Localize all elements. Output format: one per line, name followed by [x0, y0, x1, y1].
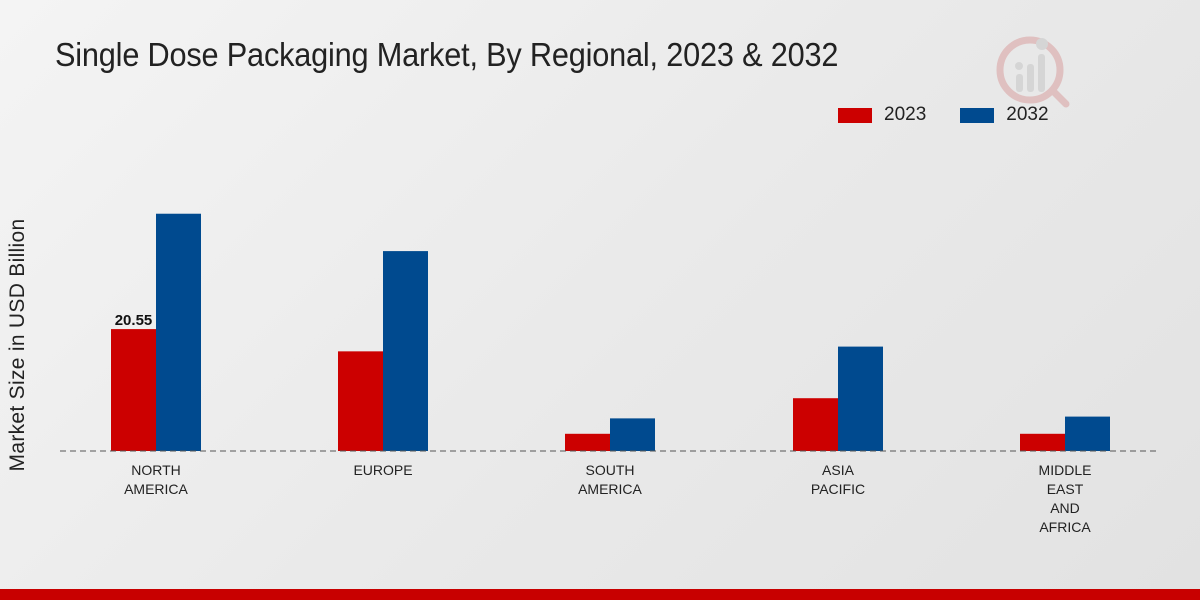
bar-2023-3 [565, 433, 610, 451]
legend-label-2032: 2032 [1006, 104, 1049, 125]
data-label-2023-1: 20.55 [115, 312, 153, 329]
bar-2023-2 [338, 351, 383, 451]
bar-2032-3 [610, 418, 655, 451]
bar-2032-4 [838, 346, 883, 451]
x-tick-label-5: MIDDLE EAST AND AFRICA [1039, 462, 1092, 535]
brand-bottom-bar [0, 589, 1200, 600]
legend-label-2023: 2023 [884, 104, 927, 125]
legend-swatch-2023 [838, 107, 872, 123]
legend-swatch-2032 [960, 107, 995, 123]
bar-2032-5 [1065, 416, 1110, 451]
x-tick-label-1: NORTH AMERICA [124, 462, 188, 497]
bar-2023-5 [1020, 433, 1065, 451]
x-tick-label-3: SOUTH AMERICA [578, 462, 642, 497]
bar-2023-1 [111, 329, 156, 451]
bar-2032-1 [156, 213, 201, 451]
bar-2023-4 [793, 398, 838, 451]
x-tick-label-4: ASIA PACIFIC [811, 462, 865, 497]
bar-2032-2 [383, 251, 428, 451]
chart-legend: 2023 2032 [838, 104, 1083, 126]
x-tick-label-2: EUROPE [353, 462, 412, 478]
brand-logo-icon [996, 36, 1070, 108]
legend-item-2023: 2023 [838, 104, 926, 126]
chart-title: Single Dose Packaging Market, By Regiona… [55, 36, 839, 73]
legend-item-2032: 2032 [960, 104, 1049, 126]
